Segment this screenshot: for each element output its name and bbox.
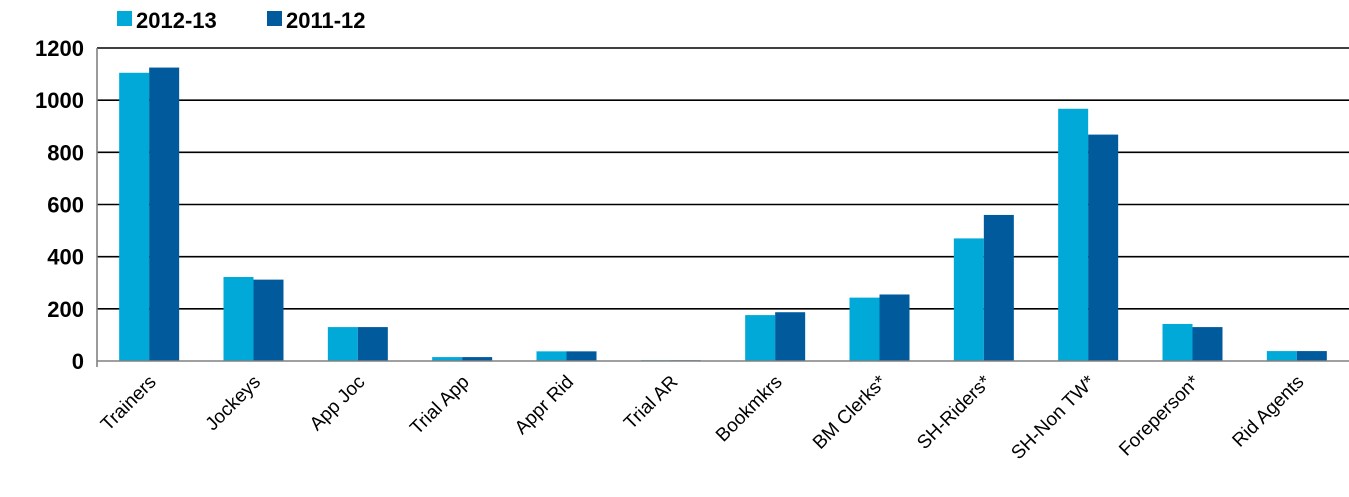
x-category-label-sh-non-tw: SH-Non TW* xyxy=(1007,371,1100,464)
x-axis-category-labels: Trainers Jockeys App Joc Trial App Appr Rid T… xyxy=(97,371,1308,464)
bar-bm-clerks-2012-13 xyxy=(849,297,880,361)
legend-swatch-2012-13 xyxy=(117,11,132,26)
y-tick-label-0: 0 xyxy=(72,349,84,374)
bar-sh-non-tw-2012-13 xyxy=(1058,108,1089,361)
x-category-label-jockeys: Jockeys xyxy=(202,372,265,435)
bar-bookmkrs-2011-12 xyxy=(775,312,806,361)
chart-legend: 2012-13 2011-12 xyxy=(117,8,366,33)
bar-trial-app-2011-12 xyxy=(462,357,493,361)
bar-appr-rid-2011-12 xyxy=(566,351,597,361)
x-category-label-app-joc: App Joc xyxy=(306,372,369,435)
bar-rid-agents-2011-12 xyxy=(1296,351,1327,361)
y-tick-label-600: 600 xyxy=(47,193,84,218)
x-category-label-appr-rid: Appr Rid xyxy=(511,372,578,439)
gridlines xyxy=(97,47,1349,310)
bar-rid-agents-2012-13 xyxy=(1266,351,1297,361)
bar-app-joc-2011-12 xyxy=(357,327,388,361)
bar-sh-riders-2011-12 xyxy=(983,214,1014,361)
x-category-label-bm-clerks: BM Clerks* xyxy=(809,371,891,453)
bar-sh-riders-2012-13 xyxy=(953,238,984,361)
x-category-label-sh-riders: SH-Riders* xyxy=(913,371,995,453)
bar-bm-clerks-2011-12 xyxy=(879,294,910,361)
legend-label-2012-13: 2012-13 xyxy=(136,8,217,33)
y-tick-label-1200: 1200 xyxy=(35,36,84,61)
legend-label-2011-12: 2011-12 xyxy=(286,8,366,33)
x-axis xyxy=(96,48,1349,367)
bar-trial-app-2012-13 xyxy=(432,357,463,361)
x-category-label-rid-agents: Rid Agents xyxy=(1229,372,1309,452)
bar-foreperson-2012-13 xyxy=(1162,323,1193,361)
x-category-label-foreperson: Foreperson* xyxy=(1115,371,1204,460)
bar-foreperson-2011-12 xyxy=(1192,327,1223,361)
bar-jockeys-2011-12 xyxy=(253,279,284,361)
x-category-label-trial-ar: Trial AR xyxy=(620,372,682,434)
bar-trainers-2012-13 xyxy=(119,72,150,361)
y-tick-label-1000: 1000 xyxy=(35,88,84,113)
x-category-label-trainers: Trainers xyxy=(97,372,161,436)
y-axis-tick-labels: 0 200 400 600 800 1000 1200 xyxy=(35,36,84,374)
legend-swatch-2011-12 xyxy=(267,11,282,26)
bars xyxy=(119,67,1327,361)
bar-bookmkrs-2012-13 xyxy=(745,315,776,361)
y-tick-label-800: 800 xyxy=(47,140,84,165)
y-tick-label-200: 200 xyxy=(47,297,84,322)
x-category-label-bookmkrs: Bookmkrs xyxy=(712,372,787,447)
bar-jockeys-2012-13 xyxy=(223,277,254,361)
bar-trainers-2011-12 xyxy=(149,67,180,361)
y-tick-label-400: 400 xyxy=(47,245,84,270)
bar-sh-non-tw-2011-12 xyxy=(1088,134,1119,361)
bar-appr-rid-2012-13 xyxy=(536,351,567,361)
bar-app-joc-2012-13 xyxy=(327,327,358,361)
x-category-label-trial-app: Trial App xyxy=(406,372,473,439)
